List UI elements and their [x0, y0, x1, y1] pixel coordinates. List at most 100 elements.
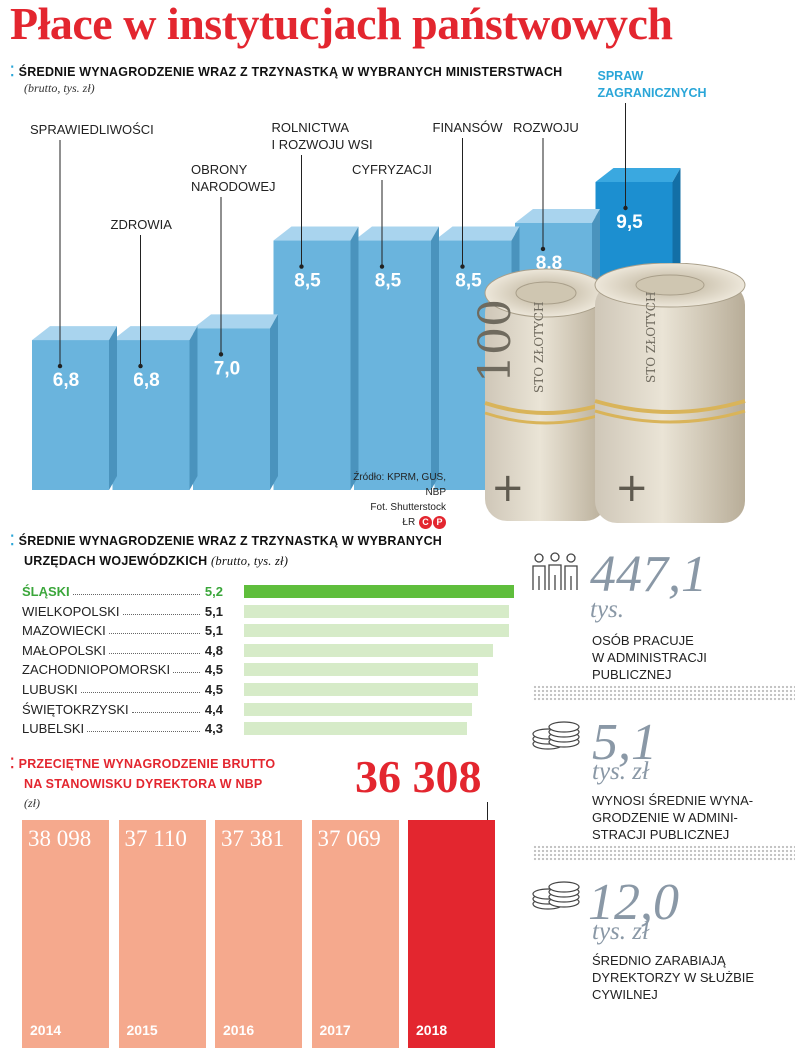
category-label-3: OBRONY NARODOWEJ [191, 162, 276, 357]
bar-side [431, 226, 439, 490]
leader-dots [108, 652, 200, 654]
bar-1: 6,8 [32, 326, 117, 490]
voivodeship-value: 5,1 [204, 603, 223, 619]
stat-3-value: 12,0 [588, 874, 679, 931]
bar-side [189, 326, 198, 490]
voivodeship-label: ŚWIĘTOKRZYSKI [22, 701, 129, 717]
svg-text:STO ZŁOTYCH: STO ZŁOTYCH [532, 302, 546, 393]
category-label-5: CYFRYZACJI [352, 162, 432, 269]
dots-icon: ⁚ [10, 755, 15, 771]
voivodeship-label: WIELKOPOLSKI [22, 603, 120, 619]
stat-3-unit: tys. zł [592, 918, 649, 945]
nbp-heading: ⁚ Przeciętne wynagrodzenie brutto na stan… [10, 753, 275, 794]
category-label-text: ZAGRANICZNYCH [598, 86, 707, 100]
stat-1-desc-line-2: w administracji [592, 650, 707, 665]
nbp-bar-year: 2017 [319, 1022, 351, 1038]
leader-dots [122, 613, 200, 615]
voivodeship-label: MAZOWIECKI [22, 623, 106, 639]
leader-dot [138, 363, 143, 369]
banknote-roll-left: 100 STO ZŁOTYCH + [475, 268, 608, 521]
nbp-bar-2018: 2018 [408, 820, 495, 1048]
leader-dot [379, 264, 385, 269]
leader-dots [131, 711, 200, 713]
logo-c-icon: C [419, 516, 432, 529]
leader-dot [57, 363, 63, 369]
stat-2-desc-line-1: wynosi średnie wyna- [592, 793, 754, 808]
category-label-text: ZDROWIA [111, 217, 173, 232]
voivodeship-row: WIELKOPOLSKI 5,1 [22, 602, 509, 621]
category-label-2: ZDROWIA [111, 217, 173, 369]
bar-front [112, 340, 190, 490]
stat-2-unit: tys. zł [592, 758, 649, 785]
category-label-text: SPRAWIEDLIWOŚCI [30, 122, 154, 137]
stat-1-desc-line-1: osób pracuje [592, 633, 694, 648]
nbp-bar-value: 37 069 [317, 826, 381, 851]
voivodeship-bar [244, 683, 478, 696]
voivodeship-label: ŚLĄSKI [22, 584, 70, 599]
stat-1-value: 447,1 [590, 546, 707, 603]
nbp-pointer-line [487, 802, 488, 824]
voivodeship-bar [244, 624, 509, 638]
voivodeship-label: MAŁOPOLSKI [22, 642, 106, 658]
bar-top-face [112, 326, 198, 341]
voivodeship-bar [244, 604, 509, 618]
nbp-heading-text-1: Przeciętne wynagrodzenie brutto [18, 757, 276, 771]
leader-dot [623, 205, 628, 211]
bar-value-label: 9,5 [616, 212, 643, 233]
bar-2: 6,8 [112, 326, 198, 490]
voivodeship-heading-text-2: urzędach wojewódzkich [24, 554, 208, 568]
nbp-note: (zł) [24, 796, 40, 810]
voivodeship-note: (brutto, tys. zł) [211, 554, 289, 568]
voivodeship-value: 5,1 [204, 623, 223, 639]
voivodeship-heading-line-2: urzędach wojewódzkich (brutto, tys. zł) [10, 551, 442, 571]
bar-top-face [515, 208, 600, 223]
nbp-bar-year: 2018 [416, 1022, 448, 1038]
logo-p-icon: P [433, 516, 446, 529]
nbp-bar-year: 2016 [223, 1022, 255, 1038]
source-note: Źródło: KPRM, GUS, NBP Fot. Shutterstock… [330, 470, 446, 530]
voivodeship-value: 4,8 [204, 642, 223, 658]
voivodeship-row: ŚWIĘTOKRZYSKI 4,4 [22, 700, 502, 719]
category-label-1: SPRAWIEDLIWOŚCI [30, 122, 154, 369]
bar-front [193, 328, 270, 490]
stat-1-desc-line-3: publicznej [592, 667, 672, 682]
leader-dots [72, 594, 200, 595]
coins-icon [530, 878, 582, 919]
voivodeship-value: 4,4 [204, 701, 223, 717]
source-line-1: Źródło: KPRM, GUS, NBP [353, 472, 446, 498]
bar-5: 8,5 [354, 226, 439, 490]
category-label-text: CYFRYZACJI [352, 162, 432, 177]
bar-side [350, 226, 359, 490]
voivodeship-value: 4,5 [204, 682, 223, 697]
svg-text:100: 100 [475, 299, 521, 383]
stat-2-desc-line-2: grodzenie w admini- [592, 810, 738, 825]
category-label-text: ROZWOJU [513, 120, 579, 135]
voivodeship-heading-text-1: Średnie wynagrodzenie wraz z trzynastką … [18, 534, 443, 548]
ministries-heading: ⁚ Średnie wynagrodzenie wraz z trzynastką… [10, 63, 562, 80]
bar-front [354, 240, 431, 490]
svg-text:STO ZŁOTYCH: STO ZŁOTYCH [644, 292, 658, 383]
page-title: Płace w instytucjach państwowych [10, 0, 673, 49]
bar-value-label: 7,0 [214, 358, 240, 379]
voivodeship-row: MAŁOPOLSKI 4,8 [22, 641, 502, 660]
voivodeship-row: ŚLĄSKI 5,2 [22, 582, 514, 601]
bar-side [270, 314, 278, 490]
voivodeship-value: 4,5 [204, 662, 223, 678]
stat-2-value: 5,1 [592, 714, 657, 771]
bar-top-face [273, 226, 359, 241]
voivodeship-heading-line-1: ⁚ Średnie wynagrodzenie wraz z trzynastką… [10, 530, 442, 551]
ministries-note: (brutto, tys. zł) [24, 81, 95, 95]
banknote-rolls-image: 100 STO ZŁOTYCH + STO ZŁOTYCH + [475, 263, 746, 523]
voivodeship-label: LUBUSKI [22, 682, 78, 697]
people-icon [530, 552, 580, 597]
bar-3: 7,0 [193, 314, 278, 490]
category-label-text: ROLNICTWA [272, 120, 350, 135]
svg-text:+: + [491, 465, 525, 511]
bar-top-face [354, 226, 439, 241]
voivodeship-bar [244, 663, 478, 677]
category-label-text: NARODOWEJ [191, 179, 276, 194]
nbp-heading-line-2: na stanowisku dyrektora w NBP [24, 777, 263, 791]
dots-icon: ⁚ [10, 532, 15, 548]
banknote-roll-right: STO ZŁOTYCH + [594, 263, 746, 523]
nbp-bar-2014: 38 098 2014 [22, 820, 109, 1048]
